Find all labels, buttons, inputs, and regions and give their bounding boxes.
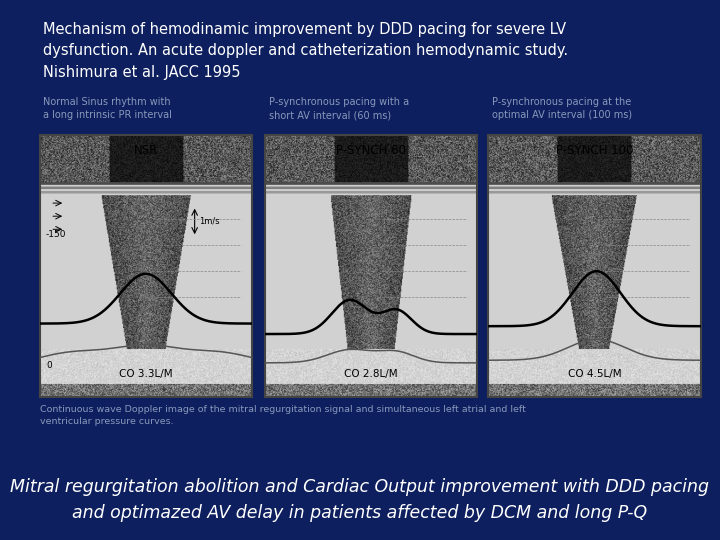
Text: P-synchronous pacing with a
short AV interval (60 ms): P-synchronous pacing with a short AV int… (269, 97, 409, 120)
Text: Mechanism of hemodinamic improvement by DDD pacing for severe LV
dysfunction. An: Mechanism of hemodinamic improvement by … (43, 22, 568, 80)
Text: Mitral regurgitation abolition and Cardiac Output improvement with DDD pacing
an: Mitral regurgitation abolition and Cardi… (11, 478, 709, 522)
Text: Normal Sinus rhythm with
a long intrinsic PR interval: Normal Sinus rhythm with a long intrinsi… (43, 97, 172, 120)
Text: Continuous wave Doppler image of the mitral regurgitation signal and simultaneou: Continuous wave Doppler image of the mit… (40, 405, 526, 426)
Text: P-synchronous pacing at the
optimal AV interval (100 ms): P-synchronous pacing at the optimal AV i… (492, 97, 632, 120)
